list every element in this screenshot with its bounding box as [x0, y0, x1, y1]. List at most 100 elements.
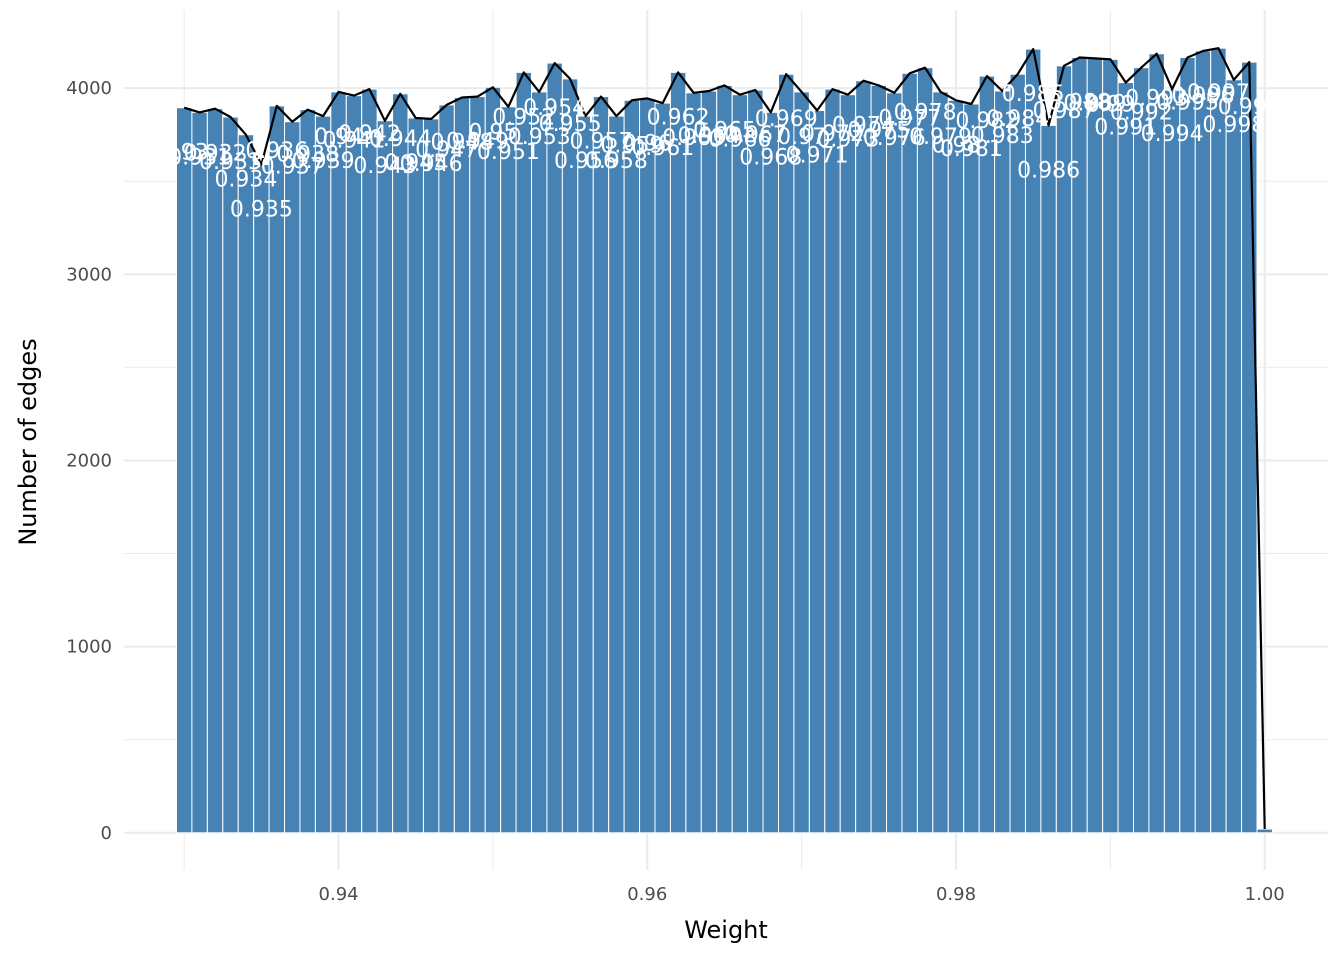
histogram-bar	[747, 89, 764, 834]
y-tick-label: 3000	[66, 264, 112, 285]
bar-label: 0.962	[647, 105, 710, 130]
histogram-bar	[1009, 73, 1026, 834]
histogram-bar	[546, 62, 563, 834]
histogram-bar	[963, 103, 980, 834]
histogram-bar	[500, 106, 517, 834]
histogram-bar	[870, 84, 888, 834]
histogram-bar	[376, 120, 394, 834]
bar-label: 0.995	[1156, 90, 1219, 115]
bar-label: 0.997	[1187, 81, 1250, 106]
histogram-bar	[253, 164, 270, 834]
histogram-bar	[947, 99, 965, 834]
x-axis-title: Weight	[684, 916, 768, 944]
histogram-bar	[793, 91, 810, 834]
bar-label: 0.98	[932, 133, 981, 158]
bar-label: 0.974	[832, 114, 895, 139]
bar-label: 0.977	[878, 106, 941, 131]
histogram-bar	[808, 110, 826, 834]
frequency-polygon	[183, 47, 1266, 830]
bar-label: 0.993	[1125, 87, 1188, 112]
bar-label: 0.934	[214, 168, 277, 193]
bar-label: 0.944	[369, 127, 432, 152]
histogram-bar	[932, 91, 949, 834]
bar-label: 0.998	[1202, 113, 1265, 138]
histogram-bar	[330, 91, 347, 834]
bar-label: 0.949	[446, 130, 509, 155]
bar-label: 0.948	[431, 130, 494, 155]
histogram-bar	[561, 78, 579, 834]
bar-label: 0.958	[585, 149, 648, 174]
histogram-bar	[1133, 67, 1150, 834]
histogram-bar	[453, 96, 471, 834]
histogram-bar	[314, 115, 332, 834]
histogram-bar	[175, 107, 193, 834]
histogram-bar	[284, 121, 301, 834]
histogram-bar	[685, 92, 702, 834]
histogram-bar	[206, 108, 224, 834]
x-tick-label: 0.98	[936, 884, 976, 905]
histogram-bar	[700, 90, 718, 834]
y-tick-label: 2000	[66, 450, 112, 471]
histogram-bar	[1256, 828, 1273, 834]
bar-label: 0.99	[1086, 92, 1135, 117]
bar-label: 0.994	[1141, 122, 1204, 147]
y-axis-title: Number of edges	[14, 338, 42, 545]
frequency-line	[183, 47, 1266, 830]
bar-label: 0.982	[955, 109, 1018, 134]
bar-label: 0.941	[323, 129, 386, 154]
bar-label: 0.936	[245, 139, 308, 164]
bar-label: 0.985	[1002, 82, 1065, 107]
histogram-bar	[639, 97, 656, 834]
histogram-bar	[1194, 50, 1212, 834]
bar-label: 0.932	[184, 142, 247, 167]
histogram-bar	[515, 71, 533, 834]
bar-label: 0.942	[338, 122, 401, 147]
bar-label: 0.957	[569, 130, 632, 155]
histogram-bar	[824, 88, 841, 834]
x-tick-label: 0.96	[627, 884, 667, 905]
bar-label: 0.964	[678, 124, 741, 149]
histogram-bar	[1163, 88, 1181, 834]
axes: 0.94 0.96 0.98 1.00 0 1000 2000 3000 4000	[66, 78, 1285, 905]
bar-label: 0.999	[1218, 95, 1281, 120]
histogram-bar	[299, 109, 316, 834]
bar-label: 0.984	[986, 107, 1049, 132]
histogram-bar	[191, 111, 208, 834]
histogram-bar	[1225, 79, 1243, 834]
bar-label: 0.996	[1171, 84, 1234, 109]
histogram-bar	[1086, 57, 1104, 834]
histogram-bar	[484, 86, 502, 834]
histogram-bar	[1102, 58, 1119, 834]
y-tick-label: 1000	[66, 637, 112, 658]
x-tick-label: 1.00	[1245, 884, 1285, 905]
histogram-bar	[654, 102, 671, 834]
histogram-bar	[531, 91, 548, 834]
bar-label: 0.973	[816, 128, 879, 153]
bar-label: 0.945	[384, 151, 447, 176]
histogram-bar	[392, 93, 409, 834]
histogram-bar	[669, 71, 687, 834]
histogram-bar	[731, 94, 749, 834]
bar-label: 0.976	[863, 126, 926, 151]
bar-label: 0.969	[755, 107, 818, 132]
bar-label: 0.989	[1063, 91, 1126, 116]
x-tick-label: 0.94	[319, 884, 359, 905]
bar-label: 0.967	[724, 123, 787, 148]
histogram-bar	[345, 95, 363, 834]
histogram-bar	[1241, 61, 1258, 834]
histogram-bar	[994, 90, 1011, 834]
bar-label: 0.966	[708, 128, 771, 153]
histogram-bar	[438, 104, 455, 834]
bar-label: 0.938	[276, 143, 339, 168]
bar-label: 0.959	[600, 133, 663, 158]
histogram-bar	[422, 118, 440, 834]
histogram-bar	[222, 116, 239, 834]
bar-label: 0.965	[693, 118, 756, 143]
bar-label: 0.986	[1017, 158, 1080, 183]
bar-label: 0.935	[230, 198, 293, 223]
bar-label: 0.983	[971, 124, 1034, 149]
bar-label: 0.963	[662, 126, 725, 151]
bar-label: 0.937	[261, 155, 324, 180]
histogram-bar	[777, 73, 795, 834]
